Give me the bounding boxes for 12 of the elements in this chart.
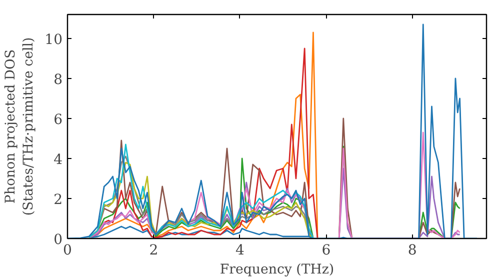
y-tick-label: 2 <box>54 192 63 208</box>
y-tick-label: 10 <box>44 32 63 48</box>
y-tick-label: 0 <box>54 232 63 248</box>
x-tick-label: 8 <box>408 242 417 258</box>
y-axis-title: Phonon projected DOS (States/THz·primitive cell) <box>4 37 37 216</box>
x-axis-title: Frequency (THz) <box>220 262 334 278</box>
x-tick-label: 2 <box>149 242 158 258</box>
y-tick-label: 8 <box>54 72 63 88</box>
x-tick-label: 4 <box>235 242 244 258</box>
y-tick-label: 6 <box>54 112 63 128</box>
y-tick-label: 4 <box>54 152 63 168</box>
x-tick-label: 6 <box>322 242 331 258</box>
